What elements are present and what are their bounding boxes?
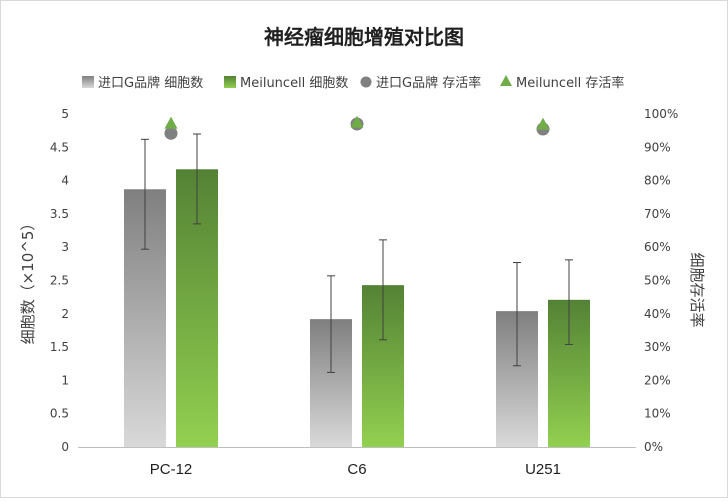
y-axis-left-title: 细胞数（×10^5） bbox=[19, 216, 37, 345]
x-category-label: C6 bbox=[347, 461, 366, 478]
x-axis: PC-12 C6 U251 bbox=[78, 447, 636, 478]
survival-marker-circle bbox=[164, 126, 178, 140]
y-axis-left: 0 0.5 1 1.5 2 2.5 3 3.5 4 4.5 5 bbox=[50, 107, 69, 454]
y-left-tick-label: 3.5 bbox=[50, 207, 69, 221]
y-left-tick-label: 5 bbox=[61, 107, 69, 121]
legend: 进口G品牌 细胞数 Meiluncell 细胞数 进口G品牌 存活率 Meilunce… bbox=[82, 75, 624, 91]
y-right-tick-label: 40% bbox=[644, 307, 671, 321]
y-left-tick-label: 1 bbox=[61, 373, 69, 387]
y-left-tick-label: 0 bbox=[61, 440, 69, 454]
y-right-tick-label: 0% bbox=[644, 440, 663, 454]
legend-label: Meiluncell 存活率 bbox=[516, 75, 624, 91]
legend-label: 进口G品牌 细胞数 bbox=[98, 75, 203, 91]
survival-marker-triangle bbox=[350, 115, 364, 128]
legend-label: Meiluncell 细胞数 bbox=[240, 76, 348, 91]
y-right-tick-label: 30% bbox=[644, 340, 671, 354]
x-category-label: PC-12 bbox=[150, 461, 193, 478]
y-right-tick-label: 80% bbox=[644, 174, 671, 188]
error-bars-layer bbox=[141, 133, 573, 373]
y-left-tick-label: 0.5 bbox=[50, 407, 69, 421]
y-right-tick-label: 10% bbox=[644, 407, 671, 421]
legend-swatch bbox=[500, 75, 512, 86]
y-right-tick-label: 60% bbox=[644, 240, 671, 254]
markers-layer bbox=[164, 115, 550, 140]
y-right-tick-label: 70% bbox=[644, 207, 671, 221]
x-category-label: U251 bbox=[525, 461, 561, 478]
legend-label: 进口G品牌 存活率 bbox=[376, 75, 481, 91]
legend-swatch bbox=[224, 76, 236, 88]
y-left-tick-label: 2 bbox=[61, 307, 69, 321]
legend-swatch bbox=[360, 76, 372, 88]
y-left-tick-label: 1.5 bbox=[50, 340, 69, 354]
y-axis-right-title: 细胞存活率 bbox=[688, 252, 706, 327]
y-left-tick-label: 2.5 bbox=[50, 274, 69, 288]
survival-marker-triangle bbox=[536, 117, 550, 130]
y-left-tick-label: 4.5 bbox=[50, 140, 69, 154]
y-left-tick-label: 4 bbox=[61, 174, 69, 188]
chart-title: 神经瘤细胞增殖对比图 bbox=[264, 25, 464, 49]
y-left-tick-label: 3 bbox=[61, 240, 69, 254]
y-right-tick-label: 100% bbox=[644, 107, 678, 121]
y-right-tick-label: 90% bbox=[644, 140, 671, 154]
y-right-tick-label: 20% bbox=[644, 373, 671, 387]
legend-swatch bbox=[82, 76, 94, 88]
survival-marker-triangle bbox=[164, 116, 178, 129]
y-axis-right: 0% 10% 20% 30% 40% 50% 60% 70% 80% 90% 100% bbox=[644, 107, 678, 454]
y-right-tick-label: 50% bbox=[644, 274, 671, 288]
